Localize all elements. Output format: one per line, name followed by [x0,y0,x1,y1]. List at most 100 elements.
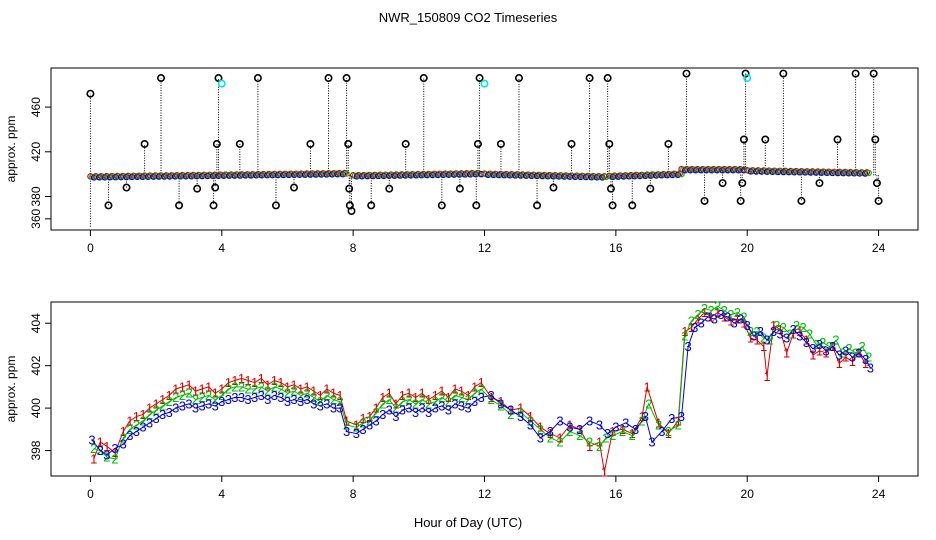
series-1-point: 1 [231,373,238,388]
series-3-point: 3 [744,318,751,333]
series-1-point: 1 [146,401,153,416]
spike-point [385,184,394,193]
series-1-point: 1 [90,452,97,467]
series-3-point: 3 [704,309,711,324]
series-3-point: 3 [867,360,874,375]
bottom-data-layer: 11 1 111 1 1 1 1 1 1 1 1 1 1 1 1 1 1 1 1 1 1 1 1 1 1 1 1 1 1 1 1 1 1 1 11 1… [88,299,874,480]
series-1-point: 1 [212,386,219,401]
series-1-point: 1 [487,390,494,405]
series-1-point: 1 [816,343,823,358]
series-3-point: 3 [809,341,816,356]
series-1-point: 1 [139,407,146,422]
series-3-point: 3 [198,398,205,413]
spike-point [739,135,748,144]
spike-point [475,74,484,83]
series-3-point: 3 [757,324,764,339]
series-3-point: 3 [310,396,317,411]
spike-point [455,184,464,193]
series-2-point: 2 [547,430,554,445]
series-2-point: 2 [451,388,458,403]
series-1-point: 1 [205,379,212,394]
series-2-point: 2 [639,413,646,428]
series-2-point: 2 [458,390,465,405]
series-2-point: 2 [179,388,186,403]
bottom-y-tick-label: 398 [29,440,43,460]
series-3-point: 3 [517,409,524,424]
series-2-point: 2 [244,382,251,397]
series-1-point: 1 [537,420,544,435]
series-1-point: 1 [412,390,419,405]
series-3-point: 3 [604,426,611,441]
series-3-point: 3 [658,424,665,439]
spike-point [761,135,770,144]
series-1-point: 1 [639,409,646,424]
series-2-point: 2 [527,413,534,428]
series-3-point: 3 [507,403,514,418]
series-2-point: 2 [238,379,245,394]
top-data-layer [86,69,883,227]
series-3-point: 3 [297,394,304,409]
top-x-tick-label: 16 [609,241,623,255]
spike-point [211,183,220,192]
spike-point [345,184,354,193]
series-1-point: 1 [290,377,297,392]
series-2-point: 2 [359,415,366,430]
series-2-point: 2 [786,326,793,341]
series-3-point: 3 [366,418,373,433]
spike-point [437,201,446,210]
spike-point [347,207,356,216]
series-3-point: 3 [412,405,419,420]
series-2-point: 2 [185,386,192,401]
series-3-point: 3 [432,401,439,416]
series-1-point: 1 [330,386,337,401]
series-1-point: 1 [353,418,360,433]
series-1-point: 1 [478,375,485,390]
series-2-point: 2 [826,339,833,354]
x-axis-label: Hour of Day (UTC) [414,515,522,530]
spike-point [741,69,750,78]
top-x-tick-label: 24 [872,241,886,255]
spike-point [718,179,727,188]
series-2-point: 2 [103,449,110,464]
series-1-point: 1 [451,382,458,397]
series-2-point: 2 [432,394,439,409]
spike-point [874,196,883,205]
baseline-point [865,169,872,177]
series-3-point: 3 [386,403,393,418]
series-2-point: 2 [172,390,179,405]
series-2-point: 2 [392,401,399,416]
series-2-point: 2 [438,390,445,405]
spike-point [209,201,218,210]
series-3-point: 3 [192,401,199,416]
series-2-point: 2 [152,403,159,418]
series-2-point: 2 [126,422,133,437]
series-1-point: 1 [829,339,836,354]
series-2-point: 2 [405,392,412,407]
top-y-tick-label: 380 [29,186,43,206]
series-1-point: 1 [601,464,608,479]
series-3-point: 3 [330,401,337,416]
series-3-point: 3 [737,311,744,326]
series-1-point: 1 [527,409,534,424]
series-2-point: 2 [767,333,774,348]
series-1-point: 1 [517,401,524,416]
series-1-point: 1 [172,382,179,397]
series-1-point: 1 [556,430,563,445]
series-1-point: 1 [681,324,688,339]
series-3-point: 3 [225,392,232,407]
series-1-point: 1 [271,373,278,388]
series-3-point: 3 [88,432,95,447]
spike-point [104,201,113,210]
spike-point [324,74,333,83]
series-3-point: 3 [527,418,534,433]
series-3-point: 3 [317,398,324,413]
bottom-x-tick-label: 12 [478,487,492,501]
series-3-point: 3 [126,428,133,443]
series-2-point: 2 [517,405,524,420]
series-3-point: 3 [796,328,803,343]
series-3-point: 3 [418,401,425,416]
series-3-point: 3 [816,337,823,352]
series-1-point: 1 [359,411,366,426]
series-2-point: 2 [353,420,360,435]
